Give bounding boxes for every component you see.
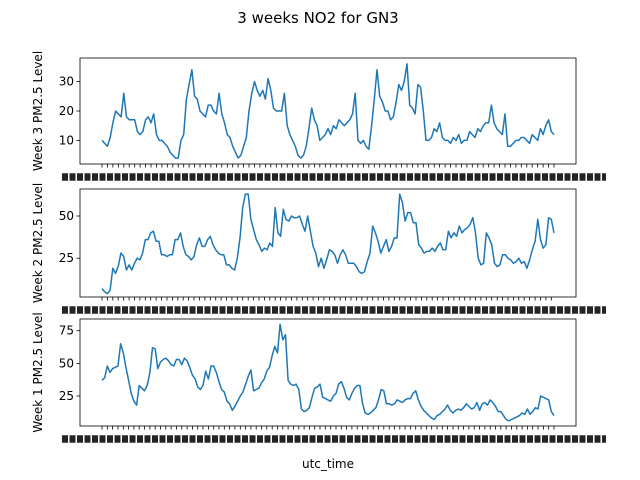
y-axis-label: Week 2 PM2.5 Level <box>31 183 45 303</box>
y-tick-label: 75 <box>59 324 74 338</box>
x-ticks <box>101 426 555 430</box>
y-axis-label: Week 3 PM2.5 Level <box>31 51 45 171</box>
y-tick-label: 20 <box>59 104 74 118</box>
series-line <box>101 193 555 295</box>
y-axis-label: Week 1 PM2.5 Level <box>31 312 45 432</box>
axes-frame <box>79 318 577 427</box>
y-tick-label: 10 <box>59 133 74 147</box>
x-ticks <box>101 164 555 168</box>
y-tick-label: 50 <box>59 356 74 370</box>
subplot-2: 25 50 Week 2 PM2.5 Level <box>31 183 606 314</box>
x-axis-label: utc_time <box>302 457 354 471</box>
y-tick-label: 25 <box>59 389 74 403</box>
figure-suptitle: 3 weeks NO2 for GN3 <box>237 9 398 27</box>
y-tick-label: 50 <box>59 209 74 223</box>
y-tick-label: 25 <box>59 251 74 265</box>
x-ticks <box>101 297 552 301</box>
y-tick-label: 30 <box>59 75 74 89</box>
subplot-1: 10 20 30 Week 3 PM2.5 Level <box>31 51 606 181</box>
series-line <box>101 63 555 159</box>
subplot-3: 25 50 75 Week 1 PM2.5 Level <box>31 312 606 443</box>
axes-frame <box>79 57 577 165</box>
axes-frame <box>79 188 577 298</box>
series-line <box>101 323 555 422</box>
subplots: 10 20 30 Week 3 PM2.5 Level 25 50 Week 2 PM2.5… <box>31 51 606 443</box>
